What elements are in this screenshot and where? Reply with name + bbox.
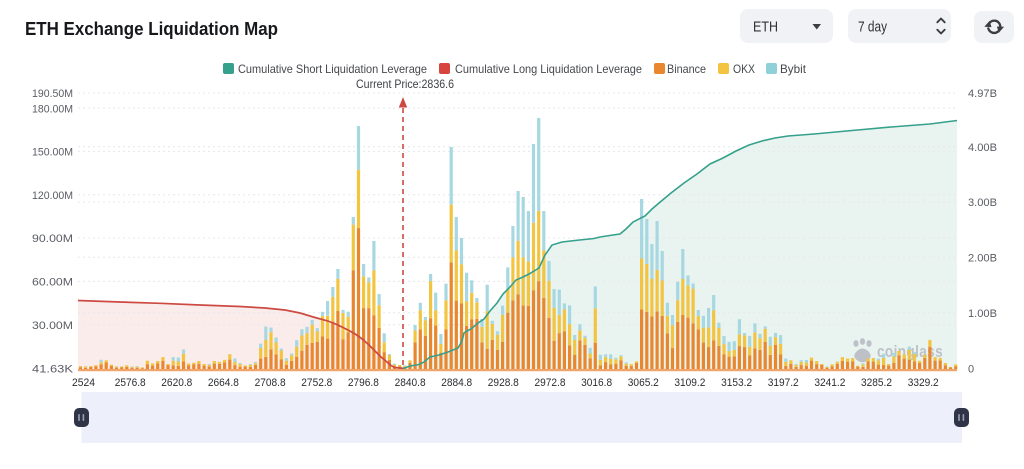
svg-text:Bybit: Bybit <box>780 62 807 76</box>
svg-text:150.00M: 150.00M <box>32 146 73 158</box>
svg-text:3197.2: 3197.2 <box>768 377 799 389</box>
svg-text:3329.2: 3329.2 <box>908 377 939 389</box>
svg-text:Cumulative Short Liquidation L: Cumulative Short Liquidation Leverage <box>238 62 427 76</box>
svg-text:2840.8: 2840.8 <box>395 377 426 389</box>
svg-text:2972.8: 2972.8 <box>535 377 566 389</box>
svg-text:2928.8: 2928.8 <box>488 377 519 389</box>
svg-text:ETH Exchange Liquidation Map: ETH Exchange Liquidation Map <box>25 18 278 39</box>
svg-text:2664.8: 2664.8 <box>208 377 239 389</box>
svg-text:1.00B: 1.00B <box>968 308 997 320</box>
svg-text:2.00B: 2.00B <box>968 252 997 264</box>
svg-text:3109.2: 3109.2 <box>674 377 705 389</box>
svg-text:ETH: ETH <box>753 20 778 36</box>
svg-text:OKX: OKX <box>733 62 755 76</box>
svg-text:Binance: Binance <box>667 62 706 76</box>
svg-text:3.00B: 3.00B <box>968 197 997 209</box>
svg-text:180.00M: 180.00M <box>32 103 73 115</box>
svg-text:2884.8: 2884.8 <box>441 377 472 389</box>
svg-text:3241.2: 3241.2 <box>814 377 845 389</box>
svg-text:Cumulative Long Liquidation Le: Cumulative Long Liquidation Leverage <box>455 62 642 76</box>
svg-text:4.97B: 4.97B <box>968 88 997 100</box>
svg-text:2796.8: 2796.8 <box>348 377 379 389</box>
svg-text:41.63K: 41.63K <box>32 363 74 375</box>
svg-text:60.00M: 60.00M <box>32 276 73 288</box>
svg-text:Current Price:2836.6: Current Price:2836.6 <box>356 77 454 91</box>
svg-text:3016.8: 3016.8 <box>581 377 612 389</box>
svg-text:2576.8: 2576.8 <box>115 377 146 389</box>
svg-text:90.00M: 90.00M <box>32 233 73 245</box>
svg-text:2620.8: 2620.8 <box>161 377 192 389</box>
svg-text:3153.2: 3153.2 <box>721 377 752 389</box>
svg-text:4.00B: 4.00B <box>968 142 997 154</box>
svg-text:0: 0 <box>968 363 974 375</box>
svg-text:2752.8: 2752.8 <box>301 377 332 389</box>
svg-text:190.50M: 190.50M <box>32 88 73 100</box>
svg-text:7 day: 7 day <box>858 20 888 36</box>
svg-text:120.00M: 120.00M <box>32 190 73 202</box>
svg-text:2524: 2524 <box>72 377 95 389</box>
svg-text:3285.2: 3285.2 <box>861 377 892 389</box>
svg-text:30.00M: 30.00M <box>32 320 73 332</box>
svg-text:2708.8: 2708.8 <box>255 377 286 389</box>
svg-text:3065.2: 3065.2 <box>628 377 659 389</box>
